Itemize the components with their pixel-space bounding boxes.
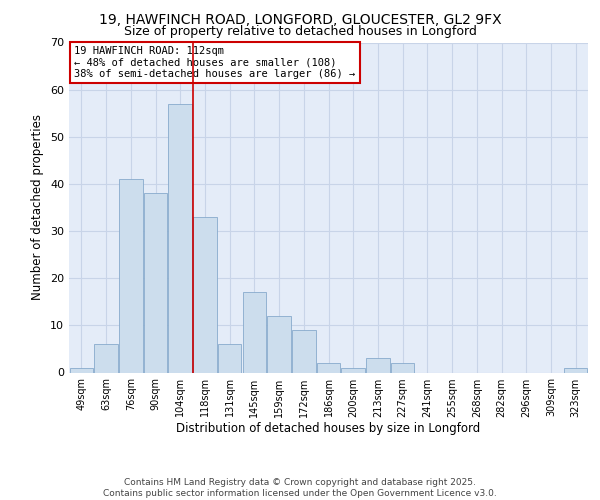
Bar xyxy=(94,344,118,372)
Y-axis label: Number of detached properties: Number of detached properties xyxy=(31,114,44,300)
Bar xyxy=(341,368,365,372)
Bar xyxy=(193,217,217,372)
Bar xyxy=(366,358,389,372)
Bar xyxy=(564,368,587,372)
Bar xyxy=(268,316,291,372)
Text: Size of property relative to detached houses in Longford: Size of property relative to detached ho… xyxy=(124,25,476,38)
X-axis label: Distribution of detached houses by size in Longford: Distribution of detached houses by size … xyxy=(176,422,481,436)
Bar xyxy=(242,292,266,372)
Bar xyxy=(119,179,143,372)
Text: 19 HAWFINCH ROAD: 112sqm
← 48% of detached houses are smaller (108)
38% of semi-: 19 HAWFINCH ROAD: 112sqm ← 48% of detach… xyxy=(74,46,355,79)
Bar xyxy=(144,194,167,372)
Bar xyxy=(292,330,316,372)
Bar xyxy=(169,104,192,372)
Text: Contains HM Land Registry data © Crown copyright and database right 2025.
Contai: Contains HM Land Registry data © Crown c… xyxy=(103,478,497,498)
Bar xyxy=(317,363,340,372)
Bar xyxy=(391,363,415,372)
Bar xyxy=(218,344,241,372)
Text: 19, HAWFINCH ROAD, LONGFORD, GLOUCESTER, GL2 9FX: 19, HAWFINCH ROAD, LONGFORD, GLOUCESTER,… xyxy=(98,12,502,26)
Bar xyxy=(70,368,93,372)
